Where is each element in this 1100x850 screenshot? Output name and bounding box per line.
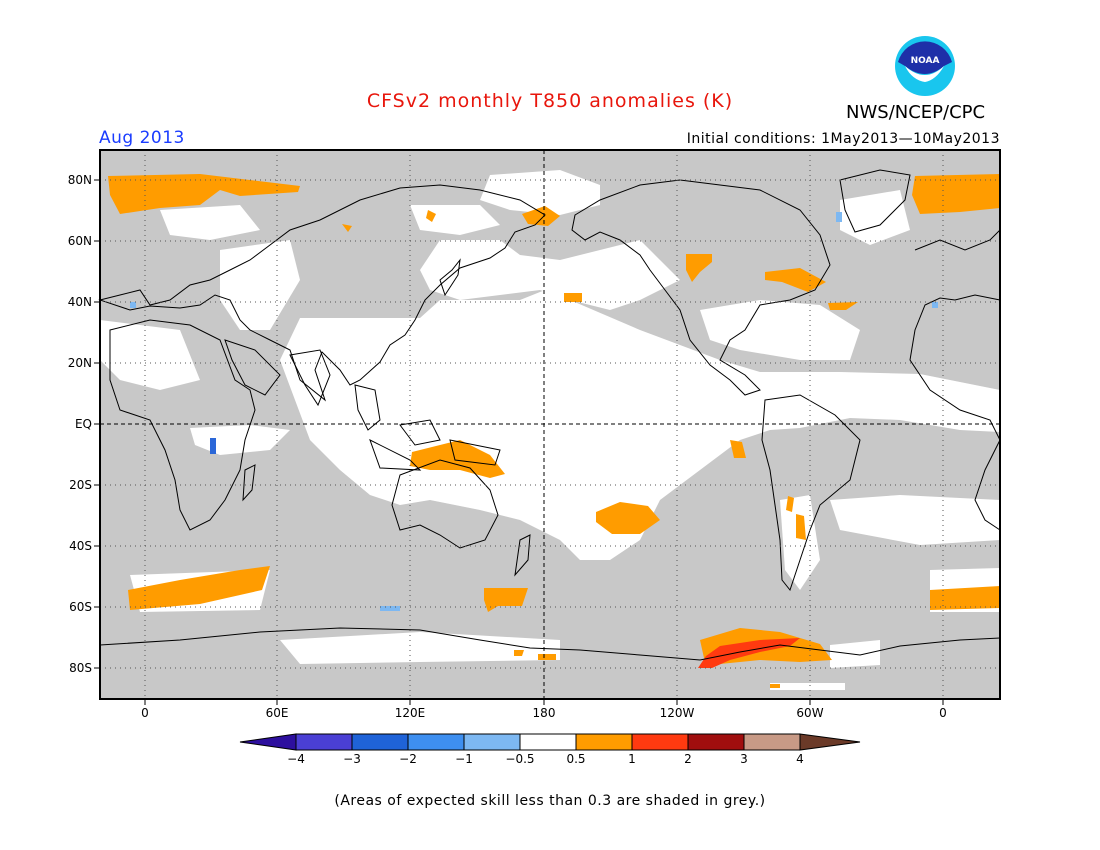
colorbar-segment-minus3-minus2 xyxy=(351,733,409,751)
tick-marks xyxy=(94,179,944,705)
lat-label-40s: 40S xyxy=(69,539,92,553)
lat-label-80n: 80N xyxy=(67,173,92,187)
colorbar-label-4: 4 xyxy=(796,752,804,766)
colorbar-segment-minus1-minus05 xyxy=(463,733,521,751)
colorbar-label-3: 3 xyxy=(740,752,748,766)
colorbar-label-2: 2 xyxy=(684,752,692,766)
anomaly-blue-regions xyxy=(130,212,938,611)
colorbar-label-minus1: −1 xyxy=(455,752,473,766)
colorbar-segment-neutral xyxy=(519,733,577,751)
colorbar-segment-2-3 xyxy=(687,733,745,751)
colorbar-label-minus05: −0.5 xyxy=(505,752,535,766)
lon-label-60w: 60W xyxy=(796,706,824,720)
colorbar-label-minus3: −3 xyxy=(343,752,361,766)
skill-note: (Areas of expected skill less than 0.3 a… xyxy=(334,793,766,809)
colorbar-segment-3-4 xyxy=(743,733,801,751)
lon-label-120e: 120E xyxy=(394,706,426,720)
colorbar-segment-05-1 xyxy=(575,733,633,751)
reference-lines xyxy=(100,150,1000,699)
colorbar-segment-minus4-minus3 xyxy=(295,733,353,751)
grid-lines xyxy=(100,150,1000,699)
colorbar xyxy=(239,733,861,751)
colorbar-segment-1-2 xyxy=(631,733,689,751)
lat-label-40n: 40N xyxy=(67,295,92,309)
map-title: CFSv2 monthly T850 anomalies (K) xyxy=(366,90,734,112)
agency-label: NWS/NCEP/CPC xyxy=(846,102,986,123)
lon-label-120w: 120W xyxy=(659,706,695,720)
lon-label-60e: 60E xyxy=(265,706,289,720)
lon-label-0-right: 0 xyxy=(939,706,947,720)
colorbar-segment-minus2-minus1 xyxy=(407,733,465,751)
colorbar-segment-lt-minus4 xyxy=(239,733,297,751)
period-label: Aug 2013 xyxy=(99,128,185,148)
colorbar-label-minus4: −4 xyxy=(287,752,305,766)
lon-label-0-left: 0 xyxy=(141,706,149,720)
lat-label-60n: 60N xyxy=(67,234,92,248)
lon-label-180: 180 xyxy=(532,706,556,720)
lat-label-20s: 20S xyxy=(69,478,92,492)
colorbar-segment-gt-4 xyxy=(799,733,861,751)
lat-label-60s: 60S xyxy=(69,600,92,614)
colorbar-label-minus2: −2 xyxy=(399,752,417,766)
lat-label-20n: 20N xyxy=(67,356,92,370)
colorbar-label-1: 1 xyxy=(628,752,636,766)
initial-conditions-label: Initial conditions: 1May2013—10May2013 xyxy=(686,131,1000,147)
map-panel xyxy=(94,149,1001,705)
lat-label-eq: EQ xyxy=(74,417,92,431)
coastlines xyxy=(98,169,1001,661)
colorbar-label-05: 0.5 xyxy=(566,752,586,766)
lat-label-80s: 80S xyxy=(69,661,92,675)
